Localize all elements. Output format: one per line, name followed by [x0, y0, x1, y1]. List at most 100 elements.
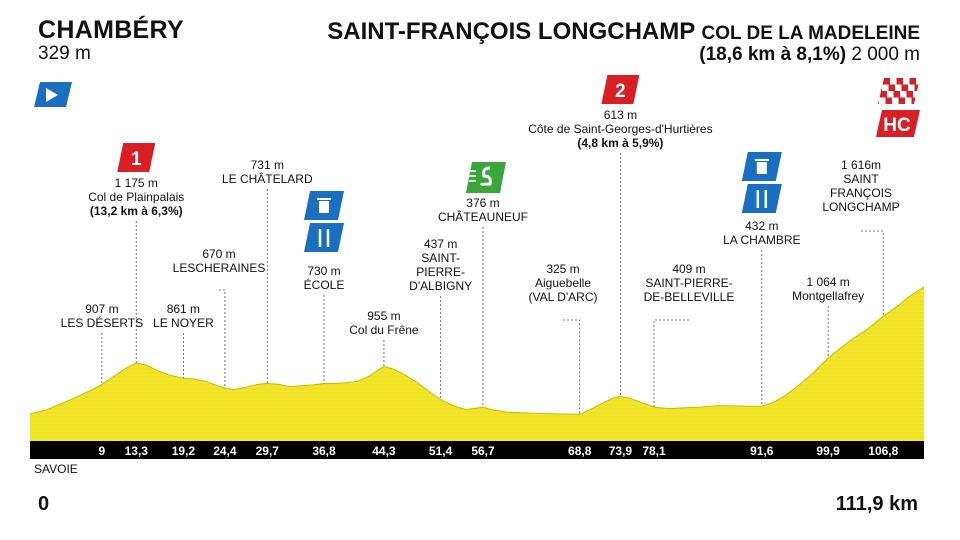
km-tick-label: 99,9 — [816, 444, 840, 458]
waypoint-label-line: PIERRE- — [416, 265, 465, 279]
waypoint-label-line: (VAL D'ARC) — [528, 290, 598, 304]
bin-icon — [319, 201, 330, 213]
waypoint-label-line: SAINT-PIERRE- — [645, 276, 733, 290]
waypoint-label: 955 m Col du Frêne — [349, 309, 418, 337]
elevation-line — [29, 286, 925, 415]
waypoint-label-line: 409 m — [672, 262, 706, 276]
waypoint-label-line: 861 m — [166, 302, 201, 316]
waypoint-label: 376 m CHÂTEAUNEUF — [438, 196, 528, 224]
finish-climb-info: (18,6 km à 8,1%) — [699, 44, 847, 65]
km-tick-labels: 9 13,3 19,2 24,4 29,7 36,8 44,3 51,4 56,7 68,8 73,… — [99, 444, 899, 458]
km-tick-label: 68,8 — [568, 444, 592, 458]
km-tick-label: 19,2 — [172, 444, 196, 458]
km-tick-label: 36,8 — [312, 444, 336, 458]
waypoint-label-line: 613 m — [603, 108, 638, 122]
waypoint-label: 731 m LE CHÂTELARD — [222, 158, 313, 186]
waypoint-label: 437 m SAINT- PIERRE- D'ALBIGNY — [409, 237, 472, 293]
finish-altitude: 2 000 m — [851, 44, 920, 65]
feed-zone-badge-icon — [304, 223, 345, 252]
waypoint-label-line: D'ALBIGNY — [409, 279, 473, 293]
climb-category-number: 1 — [131, 149, 142, 170]
waypoint-label-line: 1 616m — [840, 158, 882, 172]
waypoint-label-line: CHÂTEAUNEUF — [437, 210, 528, 224]
waypoint-label-line: 955 m — [367, 309, 401, 323]
waypoint-label-line: 731 m — [250, 158, 284, 172]
waypoint-label-line: Aiguebelle — [534, 276, 592, 290]
distance-end: 111,9 km — [835, 493, 918, 515]
waypoint-label-line: ÉCOLE — [303, 278, 345, 292]
region-label: SAVOIE — [34, 462, 78, 476]
waypoint-label: 325 m Aiguebelle (VAL D'ARC) — [529, 262, 598, 304]
svg-text:HC: HC — [883, 115, 911, 136]
distance-start: 0 — [38, 493, 50, 515]
km-tick-label: 78,1 — [642, 444, 666, 458]
leader-line — [219, 289, 226, 389]
finish-town: SAINT-FRANÇOIS LONGCHAMP — [327, 18, 695, 45]
km-tick-label: 13,3 — [125, 444, 149, 458]
waypoint-label-line: 376 m — [466, 196, 500, 210]
leader-line — [563, 319, 581, 415]
climb-category-number: 2 — [615, 81, 626, 102]
waypoint-label: 613 m Côte de Saint-Georges-d'Hurtières (4… — [528, 108, 712, 150]
km-tick-label: 51,4 — [429, 444, 453, 458]
km-tick-label: 73,9 — [609, 444, 633, 458]
bin-icon — [756, 162, 767, 174]
waypoint-label-line: LE NOYER — [153, 316, 214, 330]
waypoint-label-line: LES DÉSERTS — [60, 316, 144, 330]
leader-lines — [101, 153, 884, 415]
finish-flag-icon — [878, 78, 923, 104]
waypoint-label: 1 064 m Montgellafrey — [792, 275, 864, 303]
elevation-area — [30, 287, 924, 441]
climb-category-badge — [117, 143, 156, 172]
waypoint-label: 861 m LE NOYER — [153, 302, 214, 330]
badges: HC 1 2 — [34, 75, 923, 252]
waypoint-label-line: 325 m — [546, 262, 580, 276]
waypoint-label: 907 m LES DÉSERTS — [61, 302, 143, 330]
sprint-s-icon — [479, 166, 492, 187]
km-tick-label: 29,7 — [256, 444, 280, 458]
waypoint-label-line: 437 m — [423, 237, 458, 251]
km-axis-bar — [30, 441, 924, 459]
finish-col: COL DE LA MADELEINE — [701, 23, 920, 44]
waypoint-label: 409 m SAINT-PIERRE- DE-BELLEVILLE — [644, 262, 735, 304]
leader-line — [861, 230, 884, 317]
waypoint-label-line: Montgellafrey — [792, 289, 865, 303]
waypoint-label-line: LE CHÂTELARD — [221, 172, 313, 186]
km-tick-label: 24,4 — [213, 444, 237, 458]
climb-stats: (13,2 km à 6,3%) — [89, 204, 183, 218]
km-tick-label: 106,8 — [868, 444, 898, 458]
leader-line — [653, 319, 689, 408]
km-tick-label: 44,3 — [372, 444, 396, 458]
waypoint-label-line: LA CHAMBRE — [723, 233, 801, 247]
waypoint-label: 1 616m SAINT FRANÇOIS LONGCHAMP — [822, 158, 899, 214]
km-tick-label: 9 — [99, 444, 106, 458]
waypoint-label-line: 432 m — [745, 219, 779, 233]
finish-subtitle: (18,6 km à 8,1%) 2 000 m — [699, 44, 920, 66]
km-tick-label: 91,6 — [750, 444, 774, 458]
waypoint-label-line: 1 175 m — [114, 176, 158, 190]
hc-badge: HC — [876, 110, 920, 137]
waypoint-label: 730 m ÉCOLE — [304, 264, 345, 292]
km-tick-label: 56,7 — [471, 444, 495, 458]
waypoint-label: 1 175 m Col de Plainpalais (13,2 km à 6,3%… — [88, 176, 184, 218]
climb-category-badge — [601, 75, 640, 104]
start-flag-icon — [34, 82, 72, 107]
waypoint-label-line: DE-BELLEVILLE — [643, 290, 735, 304]
waypoint-label-line: Col de Plainpalais — [88, 190, 185, 204]
waypoint-label-line: 670 m — [202, 247, 236, 261]
waypoint-label-line: Côte de Saint-Georges-d'Hurtières — [528, 122, 713, 136]
waypoint-label: 670 m LESCHERAINES — [173, 247, 266, 275]
waypoint-label-line: Col du Frêne — [349, 323, 419, 337]
finish-title: SAINT-FRANÇOIS LONGCHAMP COL DE LA MADEL… — [327, 18, 920, 46]
waypoint-label-line: SAINT — [843, 172, 879, 186]
start-altitude: 329 m — [38, 43, 91, 64]
climb-stats: (4,8 km à 5,9%) — [577, 136, 664, 150]
waypoint-label-line: LESCHERAINES — [172, 261, 266, 275]
start-town: CHAMBÉRY — [38, 16, 184, 44]
waypoint-label: 432 m LA CHAMBRE — [723, 219, 800, 247]
waypoint-label-line: 1 064 m — [806, 275, 850, 289]
feed-zone-badge-icon — [741, 184, 782, 213]
waypoint-label-line: 730 m — [307, 264, 341, 278]
waypoint-label-line: FRANÇOIS — [829, 186, 892, 200]
